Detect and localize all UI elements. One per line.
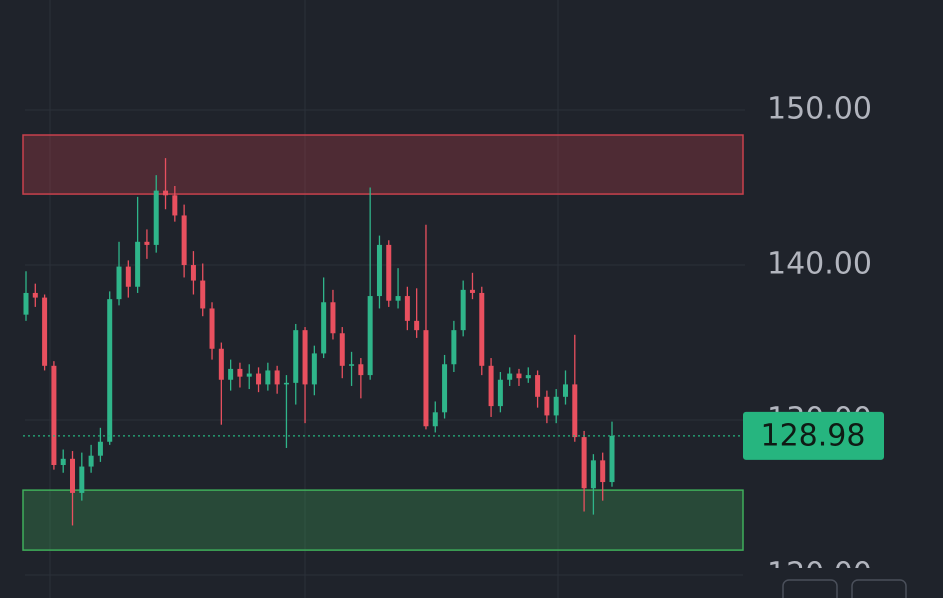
candle-body	[376, 244, 382, 297]
candle-body	[60, 458, 66, 466]
candle-body	[507, 373, 513, 380]
candle-body	[23, 292, 29, 315]
candle-body	[32, 292, 38, 298]
candle-body	[246, 373, 252, 377]
candle-body	[218, 348, 224, 380]
candle-body	[497, 379, 503, 407]
candle-body	[581, 437, 587, 489]
candle-body	[97, 441, 103, 456]
candle-body	[572, 384, 578, 438]
candle-body	[88, 455, 94, 467]
candle-body	[79, 466, 85, 493]
candle-body	[600, 460, 606, 483]
candle-body	[535, 375, 541, 397]
candle-body	[274, 370, 280, 385]
candle-body	[339, 333, 345, 366]
candle-body	[228, 368, 234, 380]
last-price-tag	[743, 411, 884, 460]
candle-body	[358, 364, 364, 376]
candle-body	[209, 308, 215, 349]
candle-body	[469, 289, 475, 293]
toolbar-button	[851, 579, 907, 598]
candle-body	[432, 412, 438, 427]
candle-body	[116, 266, 122, 300]
candle-body	[562, 384, 568, 397]
candle-body	[190, 265, 196, 281]
toolbar	[743, 568, 943, 598]
candle-body	[135, 241, 141, 287]
candle-body	[516, 373, 522, 379]
candle-body	[283, 382, 289, 385]
candle-body	[302, 330, 308, 385]
candle-body	[386, 244, 392, 301]
candle-body	[590, 460, 596, 489]
y-tick-label: 150.00	[767, 92, 872, 127]
zone	[22, 489, 744, 551]
candle-body	[367, 296, 373, 376]
candle-body	[107, 299, 113, 442]
candle-body	[237, 368, 243, 377]
candle-body	[311, 353, 317, 385]
candle-body	[349, 364, 355, 366]
candle-body	[125, 266, 131, 287]
candle-body	[488, 365, 494, 407]
candle-body	[404, 296, 410, 321]
last-price-label: 128.98	[761, 418, 866, 453]
candle-body	[153, 190, 159, 245]
candle-body	[525, 375, 531, 379]
candle-body	[395, 296, 401, 301]
candle-body	[256, 373, 262, 385]
candle-body	[451, 330, 457, 365]
candle-body	[70, 458, 76, 493]
candle-body	[460, 289, 466, 331]
candle-body	[544, 396, 550, 416]
candle-body	[51, 365, 57, 466]
candle-body	[163, 190, 169, 196]
candle-body	[172, 195, 178, 216]
candle-body	[330, 302, 336, 334]
candle-body	[423, 330, 429, 427]
candle-body	[609, 435, 615, 483]
candle-body	[442, 364, 448, 413]
candle-body	[293, 330, 299, 383]
candle-body	[144, 241, 150, 245]
candle-body	[321, 302, 327, 354]
candle-body	[553, 396, 559, 416]
toolbar-button	[782, 579, 838, 598]
candle-body	[479, 292, 485, 366]
zone	[22, 134, 744, 195]
candle-body	[200, 280, 206, 309]
candle-body	[265, 370, 271, 385]
y-tick-label: 140.00	[767, 247, 872, 282]
time-grid	[49, 0, 559, 598]
candle-body	[414, 320, 420, 331]
candle-body	[181, 215, 187, 266]
candle-body	[42, 297, 48, 366]
